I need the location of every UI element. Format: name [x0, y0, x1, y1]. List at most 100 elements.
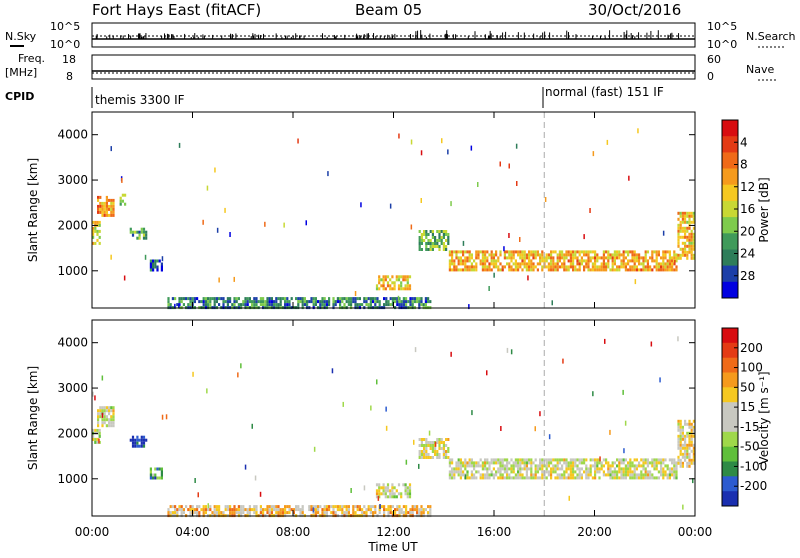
velocity-cell [325, 511, 328, 515]
velocity-cell [98, 428, 101, 432]
velocity-cell [479, 473, 482, 477]
power-cell [596, 256, 599, 260]
power-cell [679, 256, 682, 260]
power-cell [609, 268, 612, 272]
power-cell [314, 297, 317, 301]
power-cell [558, 253, 561, 257]
velocity-cell [646, 470, 649, 474]
power-speckle [389, 203, 392, 209]
power-cell [213, 303, 216, 307]
velocity-cell [598, 470, 601, 474]
power-cell [688, 244, 691, 248]
velocity-cell [692, 446, 695, 450]
power-cell [475, 256, 478, 260]
velocity-cell [375, 483, 379, 487]
velocity-cell [108, 412, 111, 416]
power-cell [440, 236, 443, 239]
power-cell [418, 245, 421, 248]
power-cell [545, 256, 548, 260]
power-cell [393, 281, 396, 285]
power-cell [402, 278, 405, 282]
power-ylabel: Slant Range [km] [26, 158, 40, 262]
power-cell [488, 253, 491, 257]
power-cell [425, 242, 428, 245]
power-cell [266, 300, 269, 304]
power-cell [495, 250, 498, 254]
velocity-speckle [623, 448, 625, 454]
velocity-cell [642, 461, 645, 465]
velocity-cell [347, 511, 350, 515]
velocity-cell [499, 476, 502, 480]
velocity-ytick-label: 3000 [57, 381, 88, 395]
power-cell [455, 265, 458, 269]
velocity-cell [406, 492, 409, 496]
power-cell [378, 278, 381, 282]
velocity-cell [231, 508, 234, 512]
velocity-cell [384, 486, 387, 490]
velocity-cell [539, 464, 542, 468]
power-cell [99, 201, 102, 205]
velocity-cell [389, 511, 392, 515]
power-cell [149, 268, 152, 272]
velocity-cell [653, 467, 656, 471]
velocity-cell [405, 511, 408, 515]
velocity-cell [686, 464, 689, 468]
power-cell [545, 259, 548, 263]
power-speckle [527, 275, 529, 281]
power-cell [503, 265, 506, 269]
power-cell [481, 262, 484, 266]
velocity-cell [506, 464, 509, 468]
power-cell [407, 300, 410, 304]
velocity-cell [594, 473, 597, 477]
velocity-cell [466, 464, 469, 468]
power-colorbar-swatch [722, 233, 738, 250]
velocity-cell [679, 425, 682, 429]
velocity-cell [605, 458, 608, 462]
velocity-cell [174, 505, 177, 509]
power-speckle [551, 300, 553, 306]
power-cell [475, 265, 478, 269]
velocity-cell [266, 505, 269, 509]
power-cell [303, 303, 306, 307]
velocity-cell [519, 461, 522, 465]
power-cell [451, 268, 454, 272]
power-cell [459, 262, 462, 266]
velocity-cell [673, 470, 676, 474]
velocity-colorbar-tick-label: 100 [740, 361, 763, 375]
velocity-speckle [464, 474, 467, 480]
power-cell [532, 265, 535, 269]
velocity-cell [180, 508, 183, 512]
velocity-cell [547, 473, 550, 477]
velocity-cell [574, 458, 577, 462]
power-speckle [441, 138, 443, 144]
velocity-cell [434, 453, 437, 456]
power-cell [447, 236, 450, 239]
velocity-cell [681, 425, 684, 429]
power-cell [99, 207, 102, 211]
power-speckle [674, 259, 676, 265]
power-cell [397, 284, 401, 288]
power-cell [681, 247, 684, 251]
power-cell [459, 256, 462, 260]
power-cell [424, 303, 427, 307]
power-cell [686, 235, 689, 239]
power-cell [532, 250, 535, 254]
velocity-cell [418, 444, 421, 447]
velocity-cell [365, 508, 368, 512]
power-cell [510, 265, 513, 269]
velocity-cell [152, 476, 155, 480]
power-cell [339, 300, 342, 304]
velocity-cell [649, 461, 652, 465]
velocity-cell [662, 476, 665, 480]
velocity-cell [475, 476, 478, 480]
velocity-cell [657, 476, 660, 480]
power-colorbar-tick-label: 12 [740, 180, 755, 194]
power-cell [646, 268, 649, 272]
power-cell [187, 297, 190, 301]
velocity-cell [436, 438, 439, 441]
power-cell [389, 303, 392, 307]
velocity-cell [445, 456, 448, 459]
power-cell [679, 211, 682, 215]
power-cell [618, 250, 621, 254]
velocity-cell [431, 456, 434, 459]
